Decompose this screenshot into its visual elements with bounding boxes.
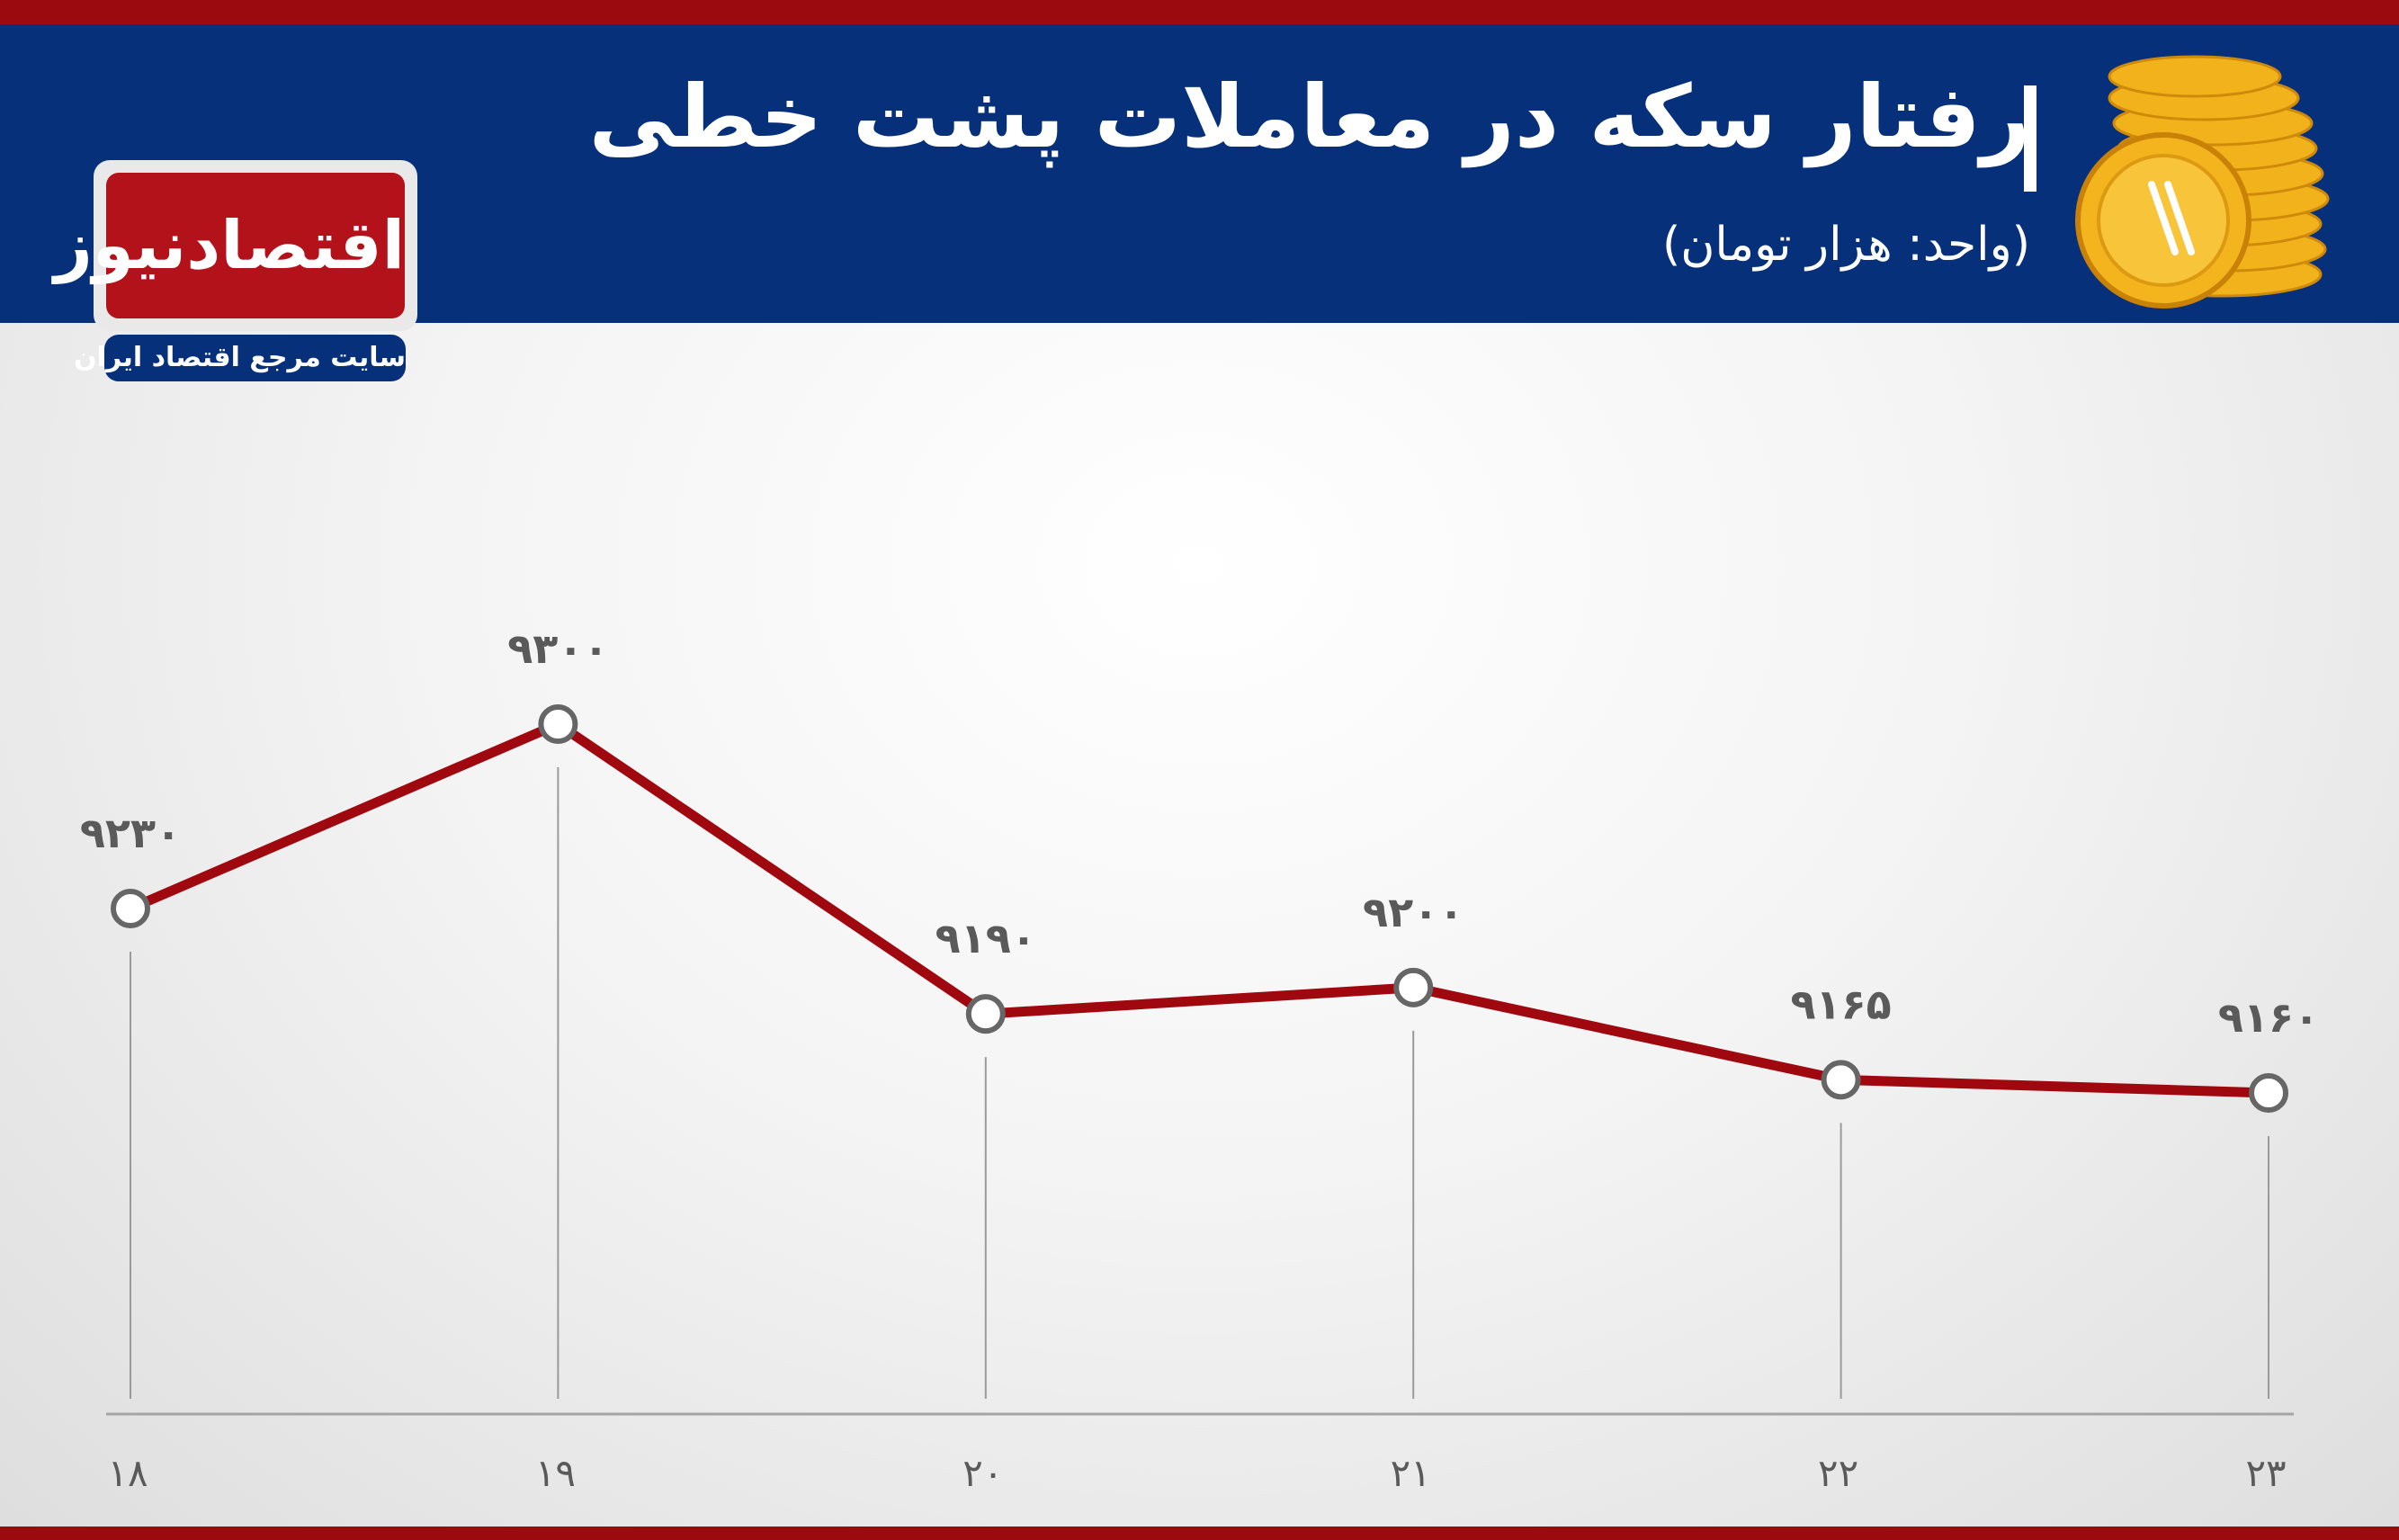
data-point-4 (1821, 1060, 1861, 1100)
data-point-0 (111, 889, 150, 928)
page-title: رفتار سکه در معاملات پشت خطی (588, 67, 2030, 167)
brand-logo: اقتصادنیوز (54, 173, 405, 318)
data-label-0: ۹۲۳۰ (80, 809, 181, 857)
data-point-2 (965, 994, 1006, 1034)
chart-background (0, 323, 2399, 1527)
data-label-1: ۹۳۰۰ (507, 624, 608, 673)
x-tick-label-3: ۲۱ (1391, 1451, 1431, 1495)
x-tick-label-5: ۲۳ (2245, 1451, 2286, 1495)
gold-coins-icon (2075, 55, 2330, 309)
data-point-3 (1393, 967, 1434, 1007)
series-line (128, 719, 2269, 1098)
page-subtitle: (واحد: هزار تومان) (1661, 218, 2030, 272)
data-label-3: ۹۲۰۰ (1363, 888, 1464, 936)
brand-tagline: سایت مرجع اقتصاد ایران (74, 335, 406, 381)
data-label-5: ۹۱۶۰ (2218, 993, 2319, 1042)
x-tick-label-4: ۲۲ (1818, 1451, 1858, 1495)
data-label-2: ۹۱۹۰ (935, 914, 1036, 962)
x-tick-label-0: ۱۸ (107, 1451, 148, 1495)
title-separator-bar (2024, 85, 2036, 192)
data-label-4: ۹۱۶۵ (1790, 980, 1891, 1028)
x-tick-label-2: ۲۰ (962, 1451, 1003, 1495)
bottom-red-strip (0, 1527, 2399, 1540)
top-red-strip (0, 0, 2399, 24)
data-point-5 (2249, 1073, 2288, 1113)
data-point-1 (538, 704, 578, 744)
x-tick-label-1: ۱۹ (535, 1451, 576, 1495)
